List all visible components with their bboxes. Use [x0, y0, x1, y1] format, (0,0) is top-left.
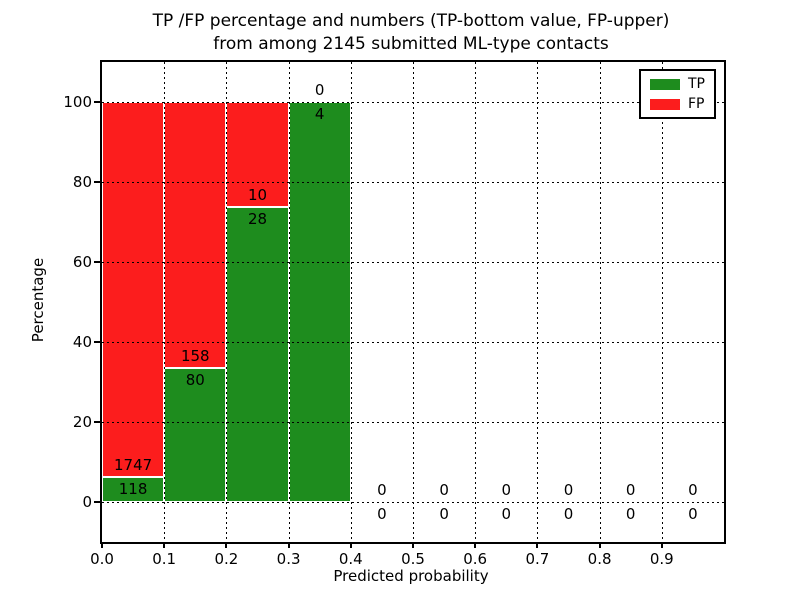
fp-count-label-2: 10 — [247, 186, 268, 205]
tp-bar-2 — [226, 207, 289, 502]
tp-count-label-7: 0 — [563, 504, 574, 523]
y-tick-40 — [94, 341, 100, 343]
tp-count-label-2: 28 — [247, 210, 268, 229]
tp-bar-1 — [164, 367, 227, 502]
tp-bar-3 — [288, 101, 351, 502]
x-tick-label-0.0: 0.0 — [90, 550, 114, 568]
gridline-x-0.5 — [413, 62, 414, 542]
x-tick-0.5 — [412, 542, 414, 548]
gridline-x-0.1 — [164, 62, 166, 542]
gridline-x-0.7 — [537, 62, 539, 542]
y-tick-20 — [94, 421, 100, 423]
x-tick-label-0.6: 0.6 — [463, 550, 488, 568]
x-tick-0.2 — [225, 542, 228, 548]
fp-count-label-5: 0 — [439, 480, 449, 499]
chart-title: TP /FP percentage and numbers (TP-bottom… — [100, 10, 722, 56]
x-tick-label-0.2: 0.2 — [214, 550, 239, 568]
fp-count-label-9: 0 — [688, 480, 698, 499]
x-tick-label-0.4: 0.4 — [338, 550, 363, 568]
x-tick-0.1 — [163, 542, 166, 548]
fp-count-label-1: 158 — [180, 346, 210, 365]
y-tick-80 — [94, 181, 100, 183]
fp-bar-0 — [102, 101, 165, 477]
x-tick-0.0 — [101, 542, 103, 548]
legend-item-fp: FP — [650, 97, 705, 111]
gridline-x-0.2 — [226, 62, 228, 542]
x-tick-label-0.3: 0.3 — [276, 550, 301, 568]
x-tick-label-0.5: 0.5 — [401, 550, 425, 568]
y-tick-label-20: 20 — [72, 413, 92, 431]
gridline-x-0.8 — [599, 62, 601, 542]
fp-bar-1 — [164, 101, 227, 368]
tp-count-label-1: 80 — [185, 370, 205, 389]
x-tick-label-0.9: 0.9 — [649, 550, 674, 568]
legend-label-tp: TP — [688, 76, 705, 92]
fp-count-label-6: 0 — [501, 480, 512, 499]
x-tick-0.8 — [598, 542, 601, 548]
y-tick-label-40: 40 — [72, 333, 92, 351]
x-tick-label-0.7: 0.7 — [525, 550, 550, 568]
gridline-x-0.3 — [288, 62, 290, 542]
x-tick-label-0.1: 0.1 — [152, 550, 177, 568]
x-tick-0.6 — [474, 542, 477, 548]
x-tick-0.9 — [660, 542, 663, 548]
gridline-x-0.6 — [475, 62, 477, 542]
gridline-x-0.4 — [350, 62, 352, 542]
fp-count-label-4: 0 — [377, 480, 387, 499]
fp-count-label-0: 1747 — [114, 455, 153, 474]
plot-area: TP FP 1747 118 158 80 10 28 0 4 0 0 0 0 0 0 0 0 0 0 0 0 0.0 0.… — [63, 60, 726, 568]
x-axis-label: Predicted probability — [333, 567, 489, 585]
tp-count-label-6: 0 — [501, 504, 512, 523]
x-tick-0.7 — [536, 542, 539, 548]
x-tick-0.4 — [349, 542, 352, 548]
y-tick-100 — [94, 100, 100, 103]
legend-swatch-fp — [650, 98, 680, 110]
x-tick-0.3 — [287, 542, 290, 548]
tp-count-label-3: 4 — [314, 104, 325, 123]
legend-swatch-tp — [650, 78, 680, 90]
legend-item-tp: TP — [650, 77, 705, 91]
fp-count-label-8: 0 — [625, 480, 636, 499]
fp-count-label-7: 0 — [563, 480, 574, 499]
chart-title-line2: from among 2145 submitted ML-type contac… — [213, 33, 609, 54]
tp-count-label-9: 0 — [688, 504, 698, 523]
legend-label-fp: FP — [688, 96, 705, 112]
tp-bar-0 — [102, 476, 165, 502]
tp-count-label-8: 0 — [625, 504, 636, 523]
y-tick-0 — [94, 500, 100, 503]
y-tick-label-60: 60 — [72, 253, 92, 271]
legend: TP FP — [639, 69, 716, 119]
tp-count-label-5: 0 — [439, 504, 449, 523]
chart-title-line1: TP /FP percentage and numbers (TP-bottom… — [152, 11, 670, 31]
fp-count-label-3: 0 — [314, 80, 325, 99]
tp-count-label-0: 118 — [118, 479, 148, 498]
gridline-x-0.9 — [661, 62, 663, 542]
y-tick-label-0: 0 — [82, 492, 92, 511]
y-tick-60 — [94, 261, 100, 263]
y-tick-label-80: 80 — [72, 173, 92, 191]
x-tick-label-0.8: 0.8 — [587, 550, 612, 568]
tp-count-label-4: 0 — [377, 504, 387, 523]
y-tick-label-100: 100 — [63, 92, 92, 111]
